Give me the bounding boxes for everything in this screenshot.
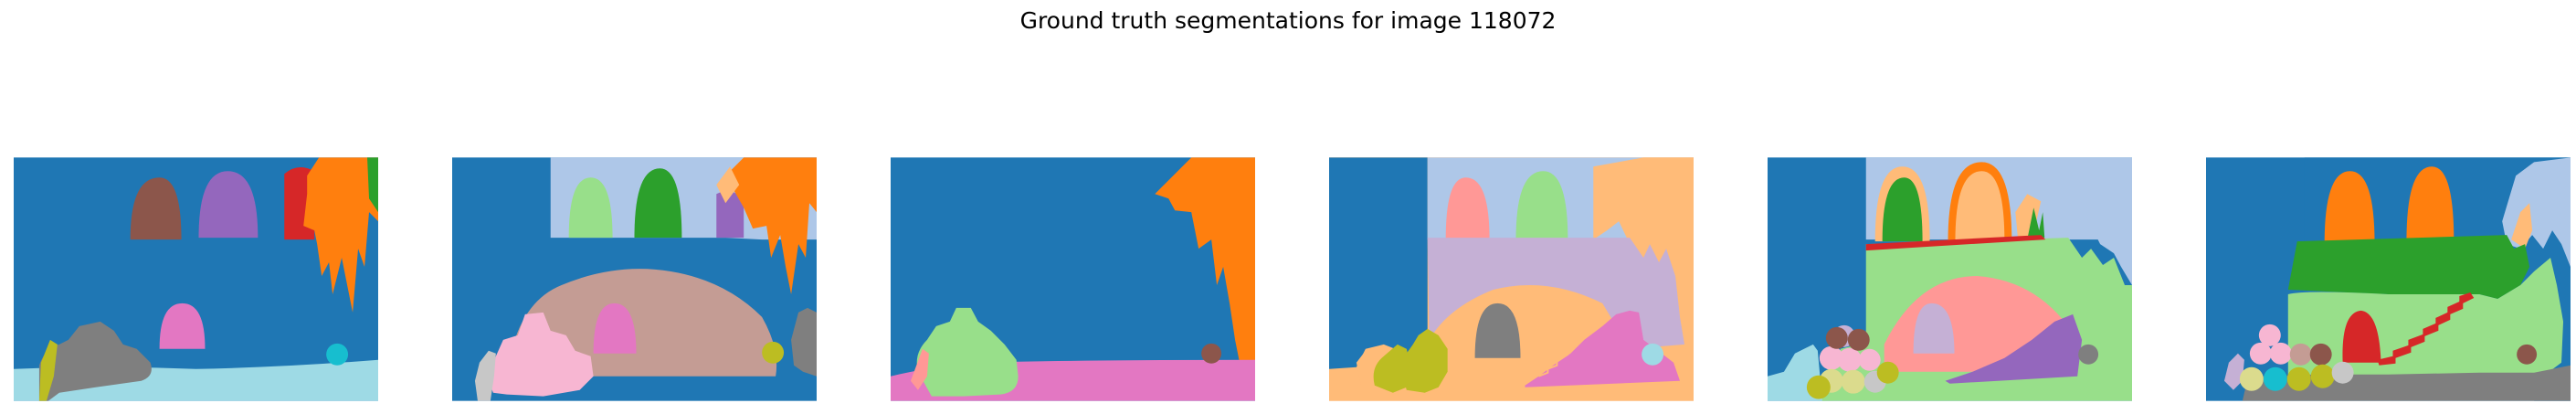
segmentation-panel-6 [2206, 157, 2571, 401]
segmentation-panel-1 [14, 157, 378, 401]
segmentation-mask-2 [452, 157, 817, 401]
segmentation-mask-4 [1329, 157, 1694, 401]
segmentation-panel-4 [1329, 157, 1694, 401]
segmentation-mask-1 [14, 157, 378, 401]
segmentation-mask-6 [2206, 157, 2571, 401]
figure-title: Ground truth segmentations for image 118… [1019, 7, 1557, 34]
segmentation-mask-5 [1768, 157, 2132, 401]
segmentation-panel-5 [1768, 157, 2132, 401]
segmentation-panel-3 [891, 157, 1255, 401]
segmentation-mask-3 [891, 157, 1255, 401]
segmentation-panel-2 [452, 157, 817, 401]
